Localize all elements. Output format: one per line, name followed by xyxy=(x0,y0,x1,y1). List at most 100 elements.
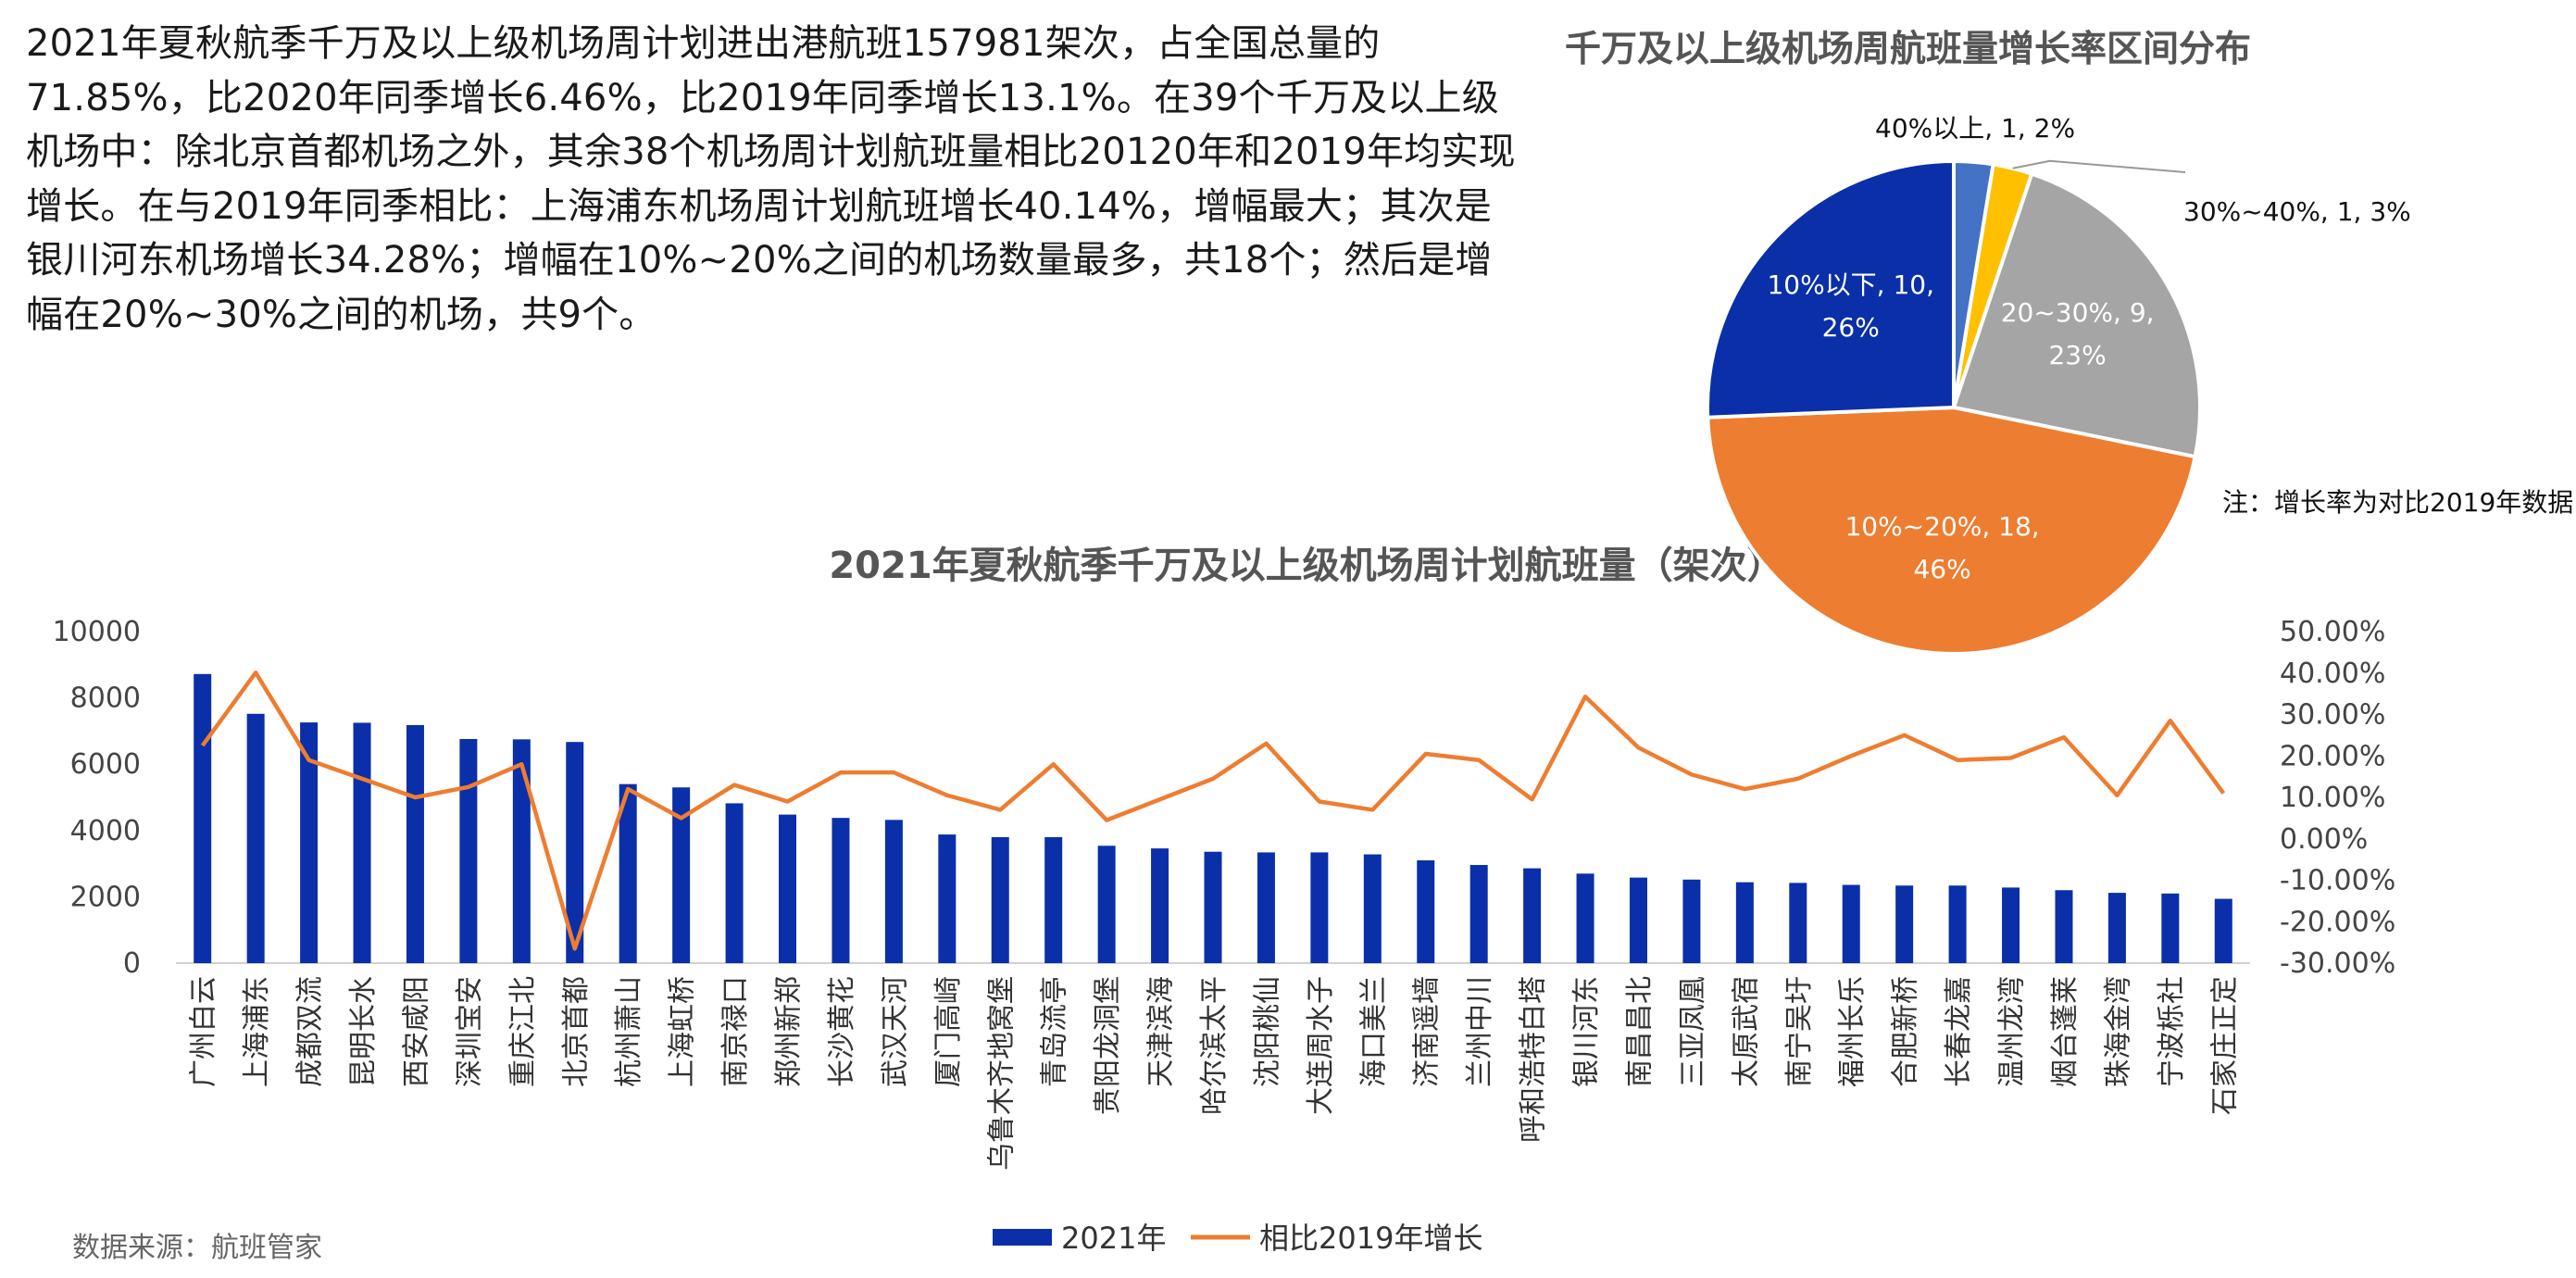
pie-label-20~30%: 23% xyxy=(2048,340,2106,370)
category-label: 青岛流亭 xyxy=(1039,976,1071,1087)
bar-北京首都 xyxy=(566,742,584,963)
pie-label-10%~20%: 10%~20%, 18, xyxy=(1844,511,2039,542)
category-label: 哈尔滨太平 xyxy=(1198,976,1231,1115)
bar-呼和浩特白塔 xyxy=(1523,868,1542,963)
category-label: 西安咸阳 xyxy=(400,976,432,1087)
category-label: 海口美兰 xyxy=(1357,976,1390,1087)
bar-长沙黄花 xyxy=(832,818,850,963)
pie-label-40%以上: 40%以上, 1, 2% xyxy=(1875,113,2075,144)
bar-温州龙湾 xyxy=(2002,887,2020,963)
category-label: 大连周水子 xyxy=(1305,976,1337,1115)
bar-上海虹桥 xyxy=(672,787,691,963)
left-axis-tick: 10000 xyxy=(53,616,141,648)
category-label: 合肥新桥 xyxy=(1890,976,1922,1087)
legend-bar-label: 2021年 xyxy=(1061,1221,1166,1256)
pie-label-20~30%: 20~30%, 9, xyxy=(2001,297,2155,328)
pie-label-10%以下: 10%以下, 10, xyxy=(1767,269,1934,300)
bar-乌鲁木齐地窝堡 xyxy=(991,836,1009,963)
pie-label-30%~40%: 30%~40%, 1, 3% xyxy=(2183,196,2411,227)
pie-chart-title: 千万及以上级机场周航班量增长率区间分布 xyxy=(1565,29,2252,70)
category-label: 深圳宝安 xyxy=(454,976,486,1087)
category-label: 沈阳桃仙 xyxy=(1251,976,1283,1087)
pie-label-10%~20%: 46% xyxy=(1913,554,1970,584)
category-label: 上海浦东 xyxy=(241,976,273,1087)
bar-深圳宝安 xyxy=(459,738,478,963)
bar-重庆江北 xyxy=(512,739,531,963)
category-label: 济南遥墙 xyxy=(1411,976,1444,1087)
bar-珠海金湾 xyxy=(2107,893,2126,963)
bar-广州白云 xyxy=(194,673,212,963)
category-label: 兰州中川 xyxy=(1464,976,1496,1087)
category-label: 太原武宿 xyxy=(1730,976,1762,1087)
category-label: 烟台蓬莱 xyxy=(2049,976,2082,1087)
right-axis-tick: 40.00% xyxy=(2280,658,2385,690)
category-label: 成都双流 xyxy=(294,976,327,1087)
bar-厦门高崎 xyxy=(938,834,957,963)
bar-哈尔滨太平 xyxy=(1204,851,1222,963)
category-label: 武汉天河 xyxy=(879,976,911,1087)
pie-slice-10%~20% xyxy=(1706,405,2197,656)
bar-上海浦东 xyxy=(246,713,265,963)
left-axis-tick: 4000 xyxy=(70,815,141,847)
bar-宁波栎社 xyxy=(2161,893,2180,963)
legend-bar-swatch xyxy=(993,1229,1052,1246)
bar-沈阳桃仙 xyxy=(1257,852,1275,963)
data-source-note: 数据来源：航班管家 xyxy=(72,1232,322,1264)
right-axis-tick: -10.00% xyxy=(2280,865,2395,897)
bar-南昌昌北 xyxy=(1629,877,1647,963)
bar-南京禄口 xyxy=(725,803,744,963)
pie-label-10%以下: 26% xyxy=(1822,312,1880,343)
bar-西安咸阳 xyxy=(406,724,424,963)
legend-line-label: 相比2019年增长 xyxy=(1259,1221,1482,1256)
category-label: 宁波栎社 xyxy=(2156,976,2188,1087)
category-label: 呼和浩特白塔 xyxy=(1518,976,1550,1143)
category-label: 贵阳龙洞堡 xyxy=(1092,976,1124,1115)
pie-slice-10%以下 xyxy=(1706,158,1956,420)
category-label: 三亚凤凰 xyxy=(1677,976,1709,1087)
bar-成都双流 xyxy=(300,722,319,963)
bar-银川河东 xyxy=(1576,873,1594,963)
bar-福州长乐 xyxy=(1842,884,1860,963)
right-axis-tick: -20.00% xyxy=(2280,906,2395,938)
right-axis-tick: 10.00% xyxy=(2280,782,2385,814)
category-label: 郑州新郑 xyxy=(773,976,806,1087)
left-axis-tick: 2000 xyxy=(70,881,141,913)
left-axis-tick: 6000 xyxy=(70,748,141,781)
right-axis-tick: 0.00% xyxy=(2280,823,2368,856)
category-label: 珠海金湾 xyxy=(2102,976,2134,1087)
chart-legend: 2021年 相比2019年增长 xyxy=(993,1221,1482,1256)
bar-南宁吴圩 xyxy=(1789,883,1807,963)
left-axis-tick: 0 xyxy=(123,947,141,980)
bar-天津滨海 xyxy=(1151,848,1169,963)
left-axis-tick: 8000 xyxy=(70,683,141,715)
bar-海口美兰 xyxy=(1363,854,1382,963)
pie-leader-line xyxy=(2012,159,2186,173)
category-label: 上海虹桥 xyxy=(667,976,699,1087)
category-label: 广州白云 xyxy=(188,976,220,1087)
pie-chart: 20~30%, 9, 23% 10%~20%, 18, 46% 10%以下, 10, 26… xyxy=(1706,113,2573,656)
pie-slice-20~30% xyxy=(1951,171,2202,459)
bar-烟台蓬莱 xyxy=(2055,890,2073,963)
intro-paragraph: 2021年夏秋航季千万及以上级机场周计划进出港航班157981架次，占全国总量的… xyxy=(26,22,1516,336)
bar-郑州新郑 xyxy=(779,814,797,963)
right-axis-tick: 50.00% xyxy=(2280,616,2385,648)
bar-贵阳龙洞堡 xyxy=(1097,846,1116,963)
category-label: 南宁吴圩 xyxy=(1783,976,1816,1087)
category-label: 银川河东 xyxy=(1570,976,1603,1087)
bar-太原武宿 xyxy=(1735,882,1754,963)
category-label: 乌鲁木齐地窝堡 xyxy=(985,976,1018,1171)
right-axis-tick: 20.00% xyxy=(2280,740,2385,772)
category-label: 长沙黄花 xyxy=(826,976,858,1087)
bar-chart-title: 2021年夏秋航季千万及以上级机场周计划航班量（架次） xyxy=(829,545,1784,587)
right-axis-tick: -30.00% xyxy=(2280,947,2395,980)
category-label: 石家庄正定 xyxy=(2208,976,2241,1115)
bar-三亚凤凰 xyxy=(1682,879,1701,963)
category-label: 福州长乐 xyxy=(1836,976,1869,1087)
category-label: 南昌昌北 xyxy=(1623,976,1656,1087)
bar-合肥新桥 xyxy=(1895,885,1914,963)
pie-note: 注：增长率为对比2019年数据 xyxy=(2222,487,2573,518)
category-label: 南京禄口 xyxy=(719,976,752,1087)
category-label: 重庆江北 xyxy=(506,976,539,1087)
bar-昆明长水 xyxy=(353,722,371,963)
